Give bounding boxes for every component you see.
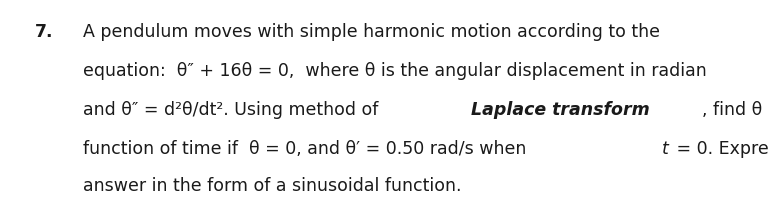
Text: function of time if  θ = 0, and θ′ = 0.50 rad/s when: function of time if θ = 0, and θ′ = 0.50… <box>83 140 531 158</box>
Text: A pendulum moves with simple harmonic motion according to the: A pendulum moves with simple harmonic mo… <box>83 23 660 41</box>
Text: and θ″ = d²θ/dt². Using method of: and θ″ = d²θ/dt². Using method of <box>83 101 384 119</box>
Text: 7.: 7. <box>35 23 53 41</box>
Text: = 0. Express your: = 0. Express your <box>671 140 768 158</box>
Text: Laplace transform: Laplace transform <box>472 101 650 119</box>
Text: answer in the form of a sinusoidal function.: answer in the form of a sinusoidal funct… <box>83 177 462 195</box>
Text: t: t <box>662 140 669 158</box>
Text: , find θ as a: , find θ as a <box>702 101 768 119</box>
Text: equation:  θ″ + 16θ = 0,  where θ is the angular displacement in radian: equation: θ″ + 16θ = 0, where θ is the a… <box>83 62 707 80</box>
